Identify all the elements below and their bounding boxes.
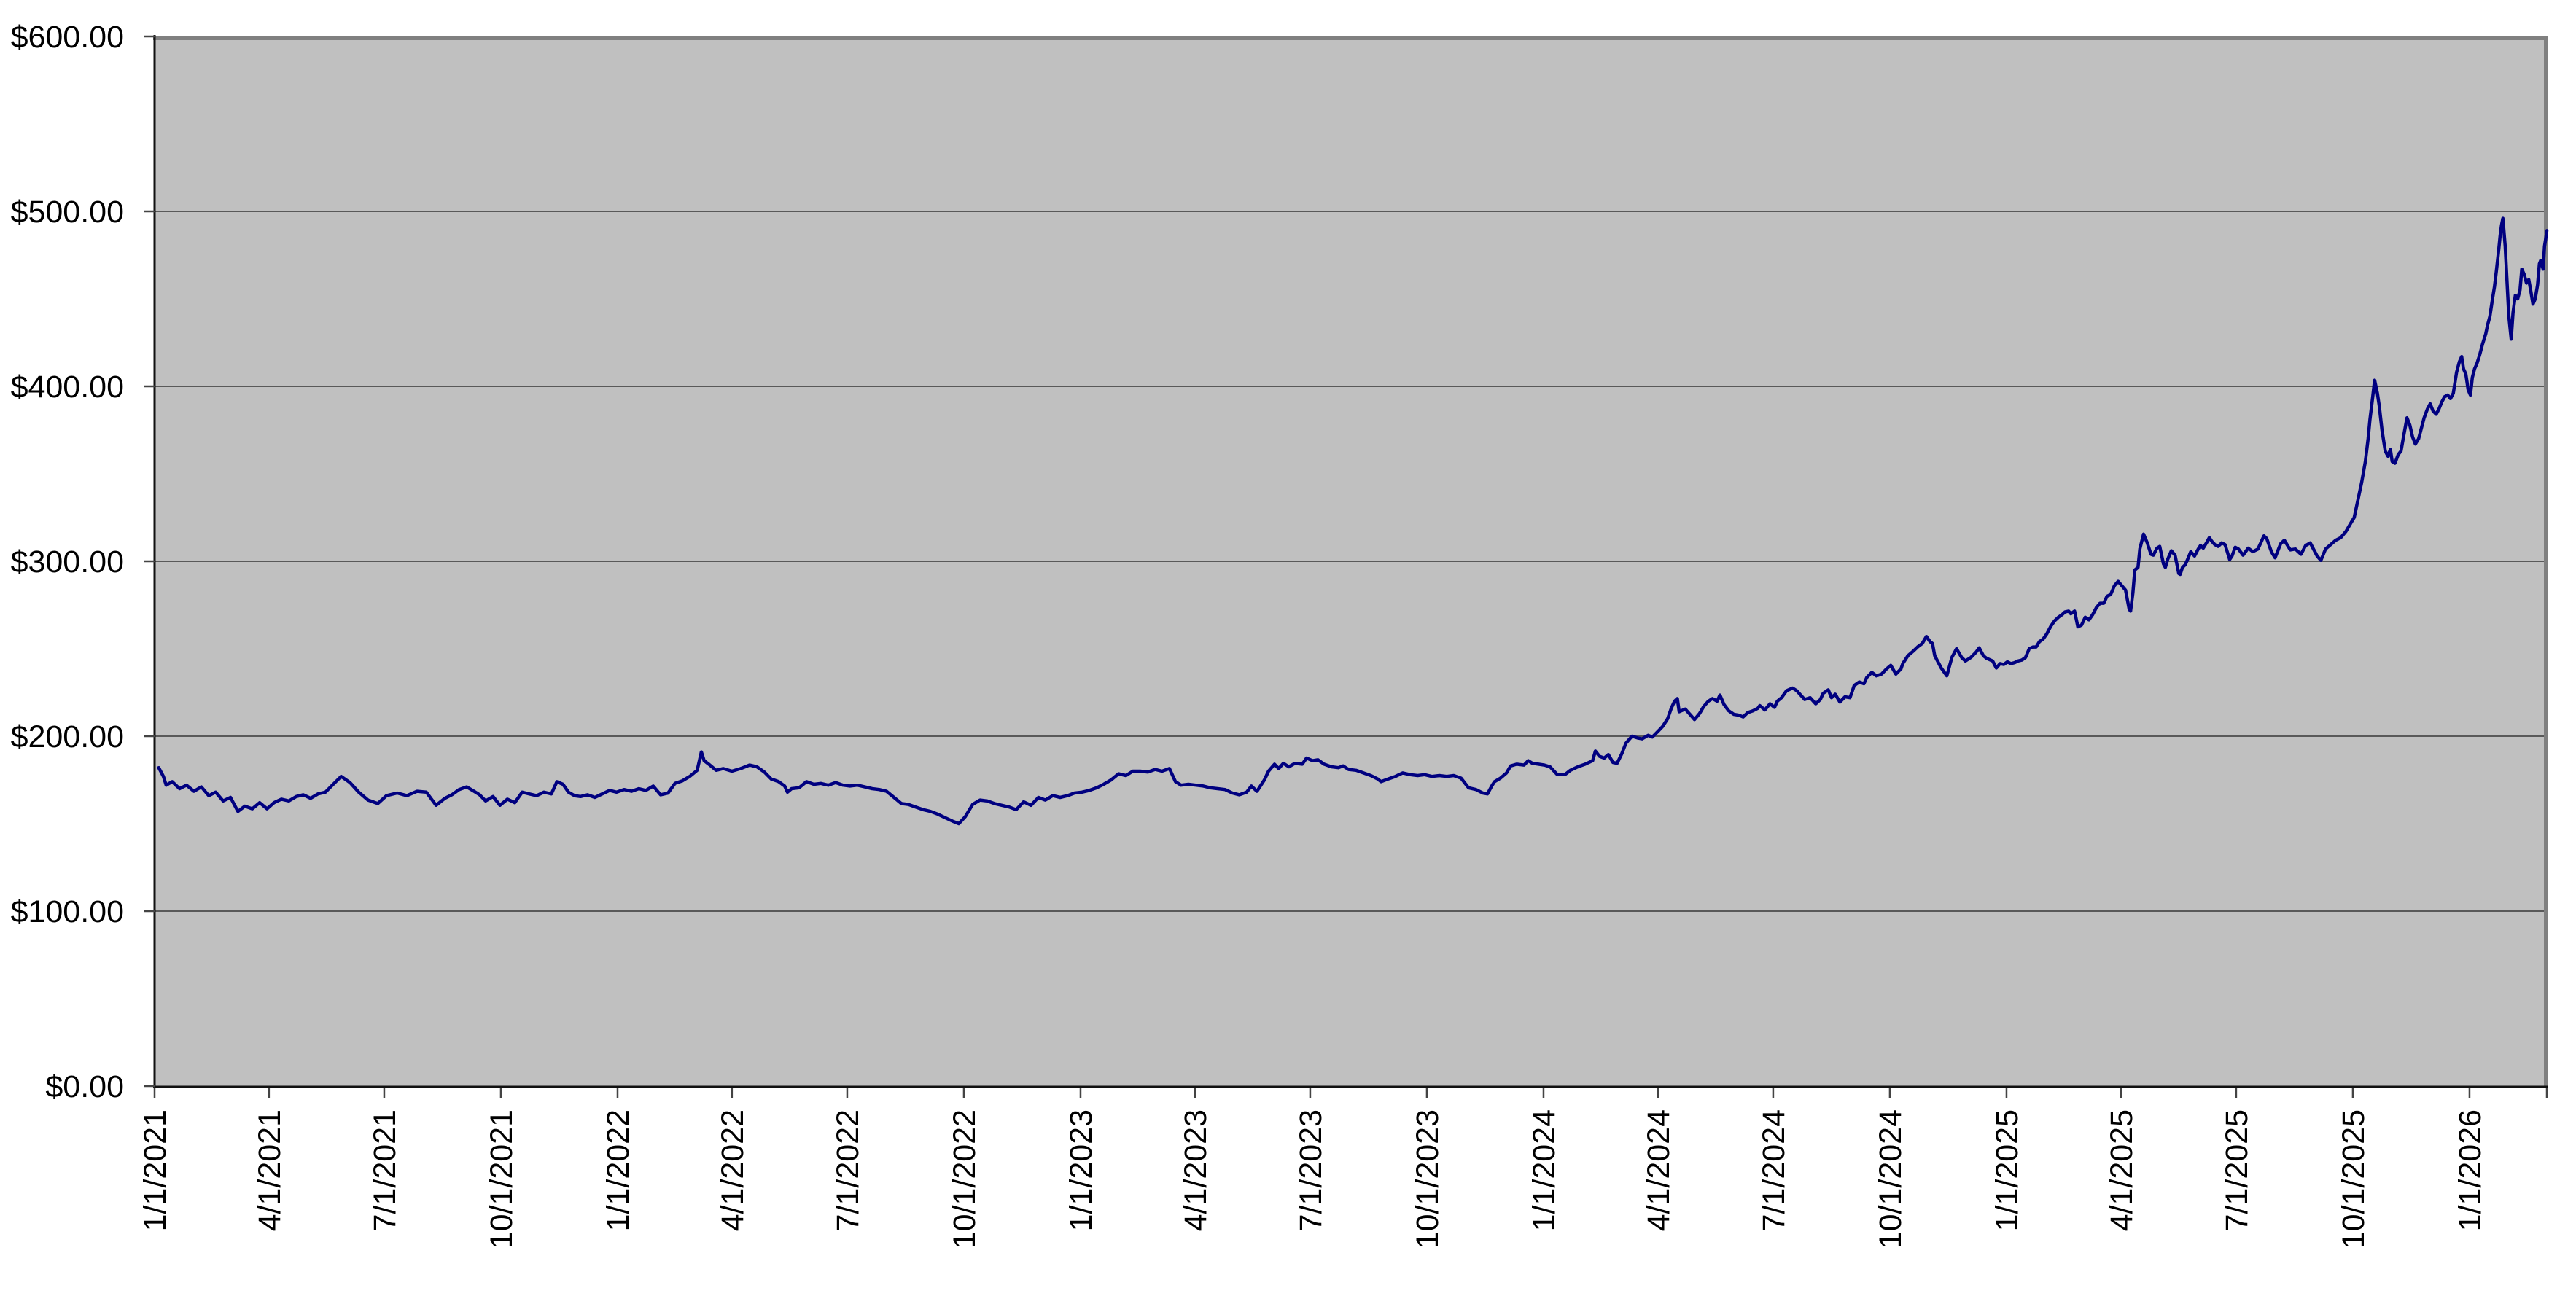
x-axis-tick-label: 7/1/2023 [1293, 1109, 1328, 1231]
y-axis-tick-label: $200.00 [11, 719, 124, 754]
y-axis-tick-label: $600.00 [11, 20, 124, 55]
x-axis-tick-label: 1/1/2025 [1990, 1109, 2025, 1231]
x-axis-tick-label: 7/1/2025 [2219, 1109, 2254, 1231]
x-axis-tick-label: 10/1/2022 [947, 1109, 982, 1249]
x-axis-tick-label: 4/1/2024 [1641, 1109, 1676, 1231]
x-axis-tick-label: 10/1/2025 [2336, 1109, 2371, 1249]
y-axis-tick-label: $0.00 [45, 1069, 124, 1104]
y-axis-tick-label: $300.00 [11, 544, 124, 579]
x-axis-tick-label: 4/1/2022 [715, 1109, 750, 1231]
x-axis-tick-label: 10/1/2021 [484, 1109, 519, 1249]
x-axis-tick-label: 7/1/2024 [1756, 1109, 1791, 1231]
x-axis-tick-label: 1/1/2023 [1064, 1109, 1099, 1231]
x-axis-tick-label: 4/1/2021 [252, 1109, 287, 1231]
y-axis-tick-label: $100.00 [11, 894, 124, 929]
x-axis-tick-label: 1/1/2024 [1527, 1109, 1562, 1231]
x-axis-tick-label: 7/1/2021 [367, 1109, 402, 1231]
x-axis-tick-label: 1/1/2022 [601, 1109, 636, 1231]
price-series-line [157, 216, 2549, 826]
x-axis-tick-label: 7/1/2022 [830, 1109, 865, 1231]
x-axis-tick-label: 10/1/2023 [1410, 1109, 1445, 1249]
x-axis-tick-label: 4/1/2025 [2104, 1109, 2139, 1231]
x-axis-tick-label: 10/1/2024 [1873, 1109, 1908, 1249]
x-axis-tick-label: 1/1/2026 [2453, 1109, 2488, 1231]
y-axis-tick-label: $400.00 [11, 370, 124, 405]
x-axis-tick-label: 4/1/2023 [1178, 1109, 1213, 1231]
y-axis-tick-label: $500.00 [11, 195, 124, 230]
x-axis-tick-label: 1/1/2021 [138, 1109, 173, 1231]
